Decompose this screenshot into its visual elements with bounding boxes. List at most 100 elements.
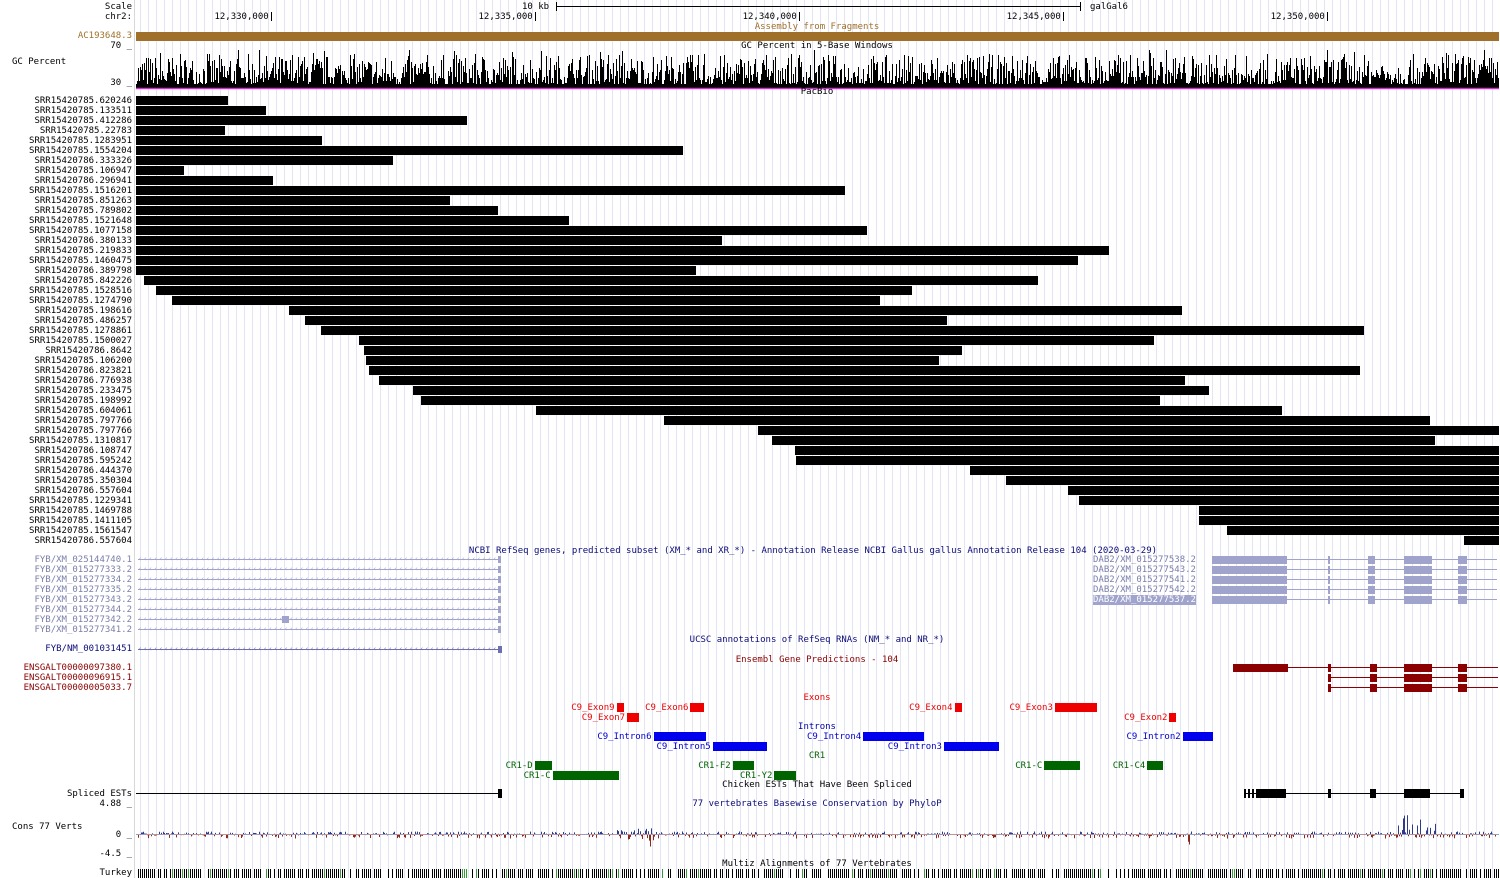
spliced-est-line[interactable] (1244, 793, 1464, 794)
pacbio-read-label[interactable]: SRR15420785.1561547 (29, 525, 132, 536)
exons-feature-block[interactable] (1169, 713, 1177, 722)
pacbio-read-label[interactable]: SRR15420786.557604 (34, 535, 132, 546)
spliced-ests-label[interactable]: Spliced ESTs (66, 789, 132, 799)
multiz-alignment-track[interactable] (136, 869, 1500, 878)
pacbio-read-label[interactable]: SRR15420786.557604 (34, 485, 132, 496)
pacbio-read-label[interactable]: SRR15420785.1283951 (29, 135, 132, 146)
exons-feature-label[interactable]: C9_Exon2 (1124, 712, 1168, 723)
pacbio-read-label[interactable]: SRR15420785.106200 (34, 355, 132, 366)
pacbio-read-bar[interactable] (1079, 496, 1499, 505)
pacbio-read-bar[interactable] (136, 186, 845, 195)
ensembl-gene-label[interactable]: ENSGALT00000097380.1 (23, 663, 132, 673)
pacbio-read-bar[interactable] (358, 336, 1155, 345)
ucsc-refseq-gene-label[interactable]: FYB/NM_001031451 (45, 644, 132, 654)
cr1-feature-label[interactable]: CR1-D (505, 760, 533, 771)
pacbio-read-label[interactable]: SRR15420785.1516201 (29, 185, 132, 196)
pacbio-read-bar[interactable] (536, 406, 1282, 415)
cr1-feature-block[interactable] (534, 761, 553, 770)
exons-feature-label[interactable]: C9_Exon6 (645, 702, 689, 713)
refseq-right-gene-line[interactable] (1287, 579, 1497, 580)
ensembl-gene-label[interactable]: ENSGALT00000096915.1 (23, 673, 132, 683)
pacbio-read-label[interactable]: SRR15420785.198616 (34, 305, 132, 316)
pacbio-read-bar[interactable] (136, 166, 184, 175)
pacbio-read-bar[interactable] (1198, 506, 1499, 515)
pacbio-read-label[interactable]: SRR15420785.198992 (34, 395, 132, 406)
multiz-species-label[interactable]: Turkey (99, 868, 132, 878)
pacbio-read-label[interactable]: SRR15420785.797766 (34, 415, 132, 426)
exons-feature-block[interactable] (954, 703, 963, 712)
pacbio-read-bar[interactable] (156, 286, 913, 295)
introns-feature-label[interactable]: C9_Intron4 (806, 731, 862, 742)
refseq-left-gene-label[interactable]: FYB/XM_015277341.2 (34, 625, 132, 635)
refseq-left-gene-label[interactable]: FYB/XM_015277335.2 (34, 585, 132, 595)
pacbio-read-label[interactable]: SRR15420785.233475 (34, 385, 132, 396)
cr1-feature-block[interactable] (552, 771, 620, 780)
pacbio-read-bar[interactable] (796, 456, 1499, 465)
cr1-feature-label[interactable]: CR1-Y2 (739, 770, 773, 781)
pacbio-read-bar[interactable] (136, 116, 467, 125)
refseq-left-gene-label[interactable]: FYB/XM_015277342.2 (34, 615, 132, 625)
pacbio-read-bar[interactable] (136, 126, 225, 135)
pacbio-read-label[interactable]: SRR15420785.22783 (39, 125, 132, 136)
pacbio-read-bar[interactable] (136, 226, 867, 235)
cr1-feature-block[interactable] (1044, 761, 1081, 770)
pacbio-read-bar[interactable] (136, 266, 696, 275)
pacbio-read-bar[interactable] (136, 156, 393, 165)
introns-feature-label[interactable]: C9_Intron5 (656, 741, 711, 752)
pacbio-read-label[interactable]: SRR15420785.350304 (34, 475, 132, 486)
refseq-left-gene-line[interactable]: ‹‹‹‹‹‹‹‹‹‹‹‹‹‹‹‹‹‹‹‹‹‹‹‹‹‹‹‹‹‹‹‹‹‹‹‹‹‹‹‹… (138, 616, 500, 623)
pacbio-read-bar[interactable] (771, 436, 1436, 445)
refseq-right-gene-label[interactable]: DAB2/XM_015277538.2 (1093, 555, 1196, 565)
cr1-feature-block[interactable] (774, 771, 797, 780)
exons-feature-block[interactable] (616, 703, 625, 712)
pacbio-read-label[interactable]: SRR15420786.776938 (34, 375, 132, 386)
refseq-left-gene-line[interactable]: ‹‹‹‹‹‹‹‹‹‹‹‹‹‹‹‹‹‹‹‹‹‹‹‹‹‹‹‹‹‹‹‹‹‹‹‹‹‹‹‹… (138, 566, 500, 573)
pacbio-read-bar[interactable] (795, 446, 1499, 455)
pacbio-read-label[interactable]: SRR15420786.108747 (34, 445, 132, 456)
refseq-right-gene-line[interactable] (1287, 569, 1497, 570)
refseq-left-gene-line[interactable]: ‹‹‹‹‹‹‹‹‹‹‹‹‹‹‹‹‹‹‹‹‹‹‹‹‹‹‹‹‹‹‹‹‹‹‹‹‹‹‹‹… (138, 606, 500, 613)
fragment-label[interactable]: AC193648.3 (77, 31, 132, 41)
pacbio-read-bar[interactable] (1006, 476, 1499, 485)
pacbio-read-label[interactable]: SRR15420786.380133 (34, 235, 132, 246)
pacbio-read-label[interactable]: SRR15420786.296941 (34, 175, 132, 186)
spliced-est-line[interactable] (136, 793, 500, 794)
refseq-right-gene-label[interactable]: DAB2/XM_015277542.2 (1093, 585, 1196, 595)
refseq-left-gene-label[interactable]: FYB/XM_015277344.2 (34, 605, 132, 615)
pacbio-read-bar[interactable] (1463, 536, 1499, 545)
pacbio-read-bar[interactable] (378, 376, 1185, 385)
pacbio-read-bar[interactable] (136, 206, 499, 215)
pacbio-read-bar[interactable] (366, 356, 939, 365)
pacbio-read-bar[interactable] (136, 106, 266, 115)
pacbio-read-bar[interactable] (421, 396, 1161, 405)
refseq-left-gene-label[interactable]: FYB/XM_025144740.1 (34, 555, 132, 565)
cr1-feature-label[interactable]: CR1-F2 (698, 760, 731, 771)
pacbio-read-bar[interactable] (970, 466, 1499, 475)
introns-feature-block[interactable] (712, 742, 768, 751)
pacbio-read-label[interactable]: SRR15420785.842226 (34, 275, 132, 286)
refseq-left-gene-line[interactable]: ‹‹‹‹‹‹‹‹‹‹‹‹‹‹‹‹‹‹‹‹‹‹‹‹‹‹‹‹‹‹‹‹‹‹‹‹‹‹‹‹… (138, 576, 500, 583)
pacbio-read-label[interactable]: SRR15420785.620246 (34, 95, 132, 106)
refseq-right-gene-line[interactable] (1287, 599, 1497, 600)
pacbio-read-bar[interactable] (1067, 486, 1499, 495)
exons-feature-block[interactable] (627, 713, 640, 722)
pacbio-read-label[interactable]: SRR15420785.1528516 (29, 285, 132, 296)
pacbio-read-bar[interactable] (320, 326, 1365, 335)
pacbio-read-bar[interactable] (412, 386, 1210, 395)
pacbio-read-label[interactable]: SRR15420785.1411105 (29, 515, 132, 526)
pacbio-read-label[interactable]: SRR15420785.1310817 (29, 435, 132, 446)
pacbio-read-bar[interactable] (664, 416, 1430, 425)
phylop-wiggle[interactable] (136, 806, 1500, 858)
ensembl-gene-label[interactable]: ENSGALT00000005033.7 (23, 683, 132, 693)
pacbio-read-label[interactable]: SRR15420785.1469788 (29, 505, 132, 516)
pacbio-read-bar[interactable] (136, 236, 723, 245)
pacbio-read-label[interactable]: SRR15420786.823821 (34, 365, 132, 376)
pacbio-read-label[interactable]: SRR15420785.1278861 (29, 325, 132, 336)
pacbio-read-label[interactable]: SRR15420786.8642 (45, 345, 132, 356)
pacbio-read-label[interactable]: SRR15420786.444370 (34, 465, 132, 476)
pacbio-read-label[interactable]: SRR15420785.789802 (34, 205, 132, 216)
pacbio-read-bar[interactable] (136, 216, 570, 225)
introns-feature-label[interactable]: C9_Intron2 (1126, 731, 1181, 742)
pacbio-read-bar[interactable] (364, 346, 962, 355)
